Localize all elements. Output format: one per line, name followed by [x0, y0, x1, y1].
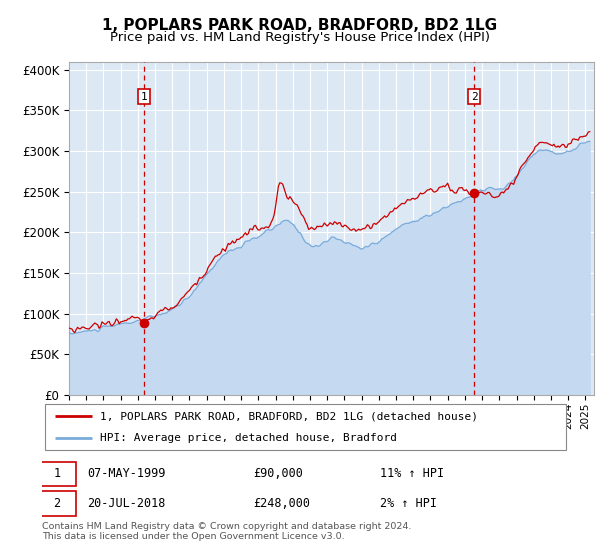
Text: 2: 2: [471, 92, 478, 101]
FancyBboxPatch shape: [44, 404, 566, 450]
FancyBboxPatch shape: [37, 461, 76, 486]
Text: 1: 1: [140, 92, 147, 101]
Text: Contains HM Land Registry data © Crown copyright and database right 2024.
This d: Contains HM Land Registry data © Crown c…: [42, 522, 412, 542]
Text: 1, POPLARS PARK ROAD, BRADFORD, BD2 1LG: 1, POPLARS PARK ROAD, BRADFORD, BD2 1LG: [103, 18, 497, 33]
Text: £248,000: £248,000: [253, 497, 310, 510]
Text: 1: 1: [53, 468, 61, 480]
Text: 11% ↑ HPI: 11% ↑ HPI: [380, 468, 444, 480]
Text: £90,000: £90,000: [253, 468, 303, 480]
Text: 20-JUL-2018: 20-JUL-2018: [87, 497, 165, 510]
FancyBboxPatch shape: [37, 491, 76, 516]
Text: 2: 2: [53, 497, 61, 510]
Text: 2% ↑ HPI: 2% ↑ HPI: [380, 497, 437, 510]
Text: HPI: Average price, detached house, Bradford: HPI: Average price, detached house, Brad…: [100, 433, 397, 443]
Text: 1, POPLARS PARK ROAD, BRADFORD, BD2 1LG (detached house): 1, POPLARS PARK ROAD, BRADFORD, BD2 1LG …: [100, 411, 478, 421]
Text: Price paid vs. HM Land Registry's House Price Index (HPI): Price paid vs. HM Land Registry's House …: [110, 31, 490, 44]
Text: 07-MAY-1999: 07-MAY-1999: [87, 468, 165, 480]
